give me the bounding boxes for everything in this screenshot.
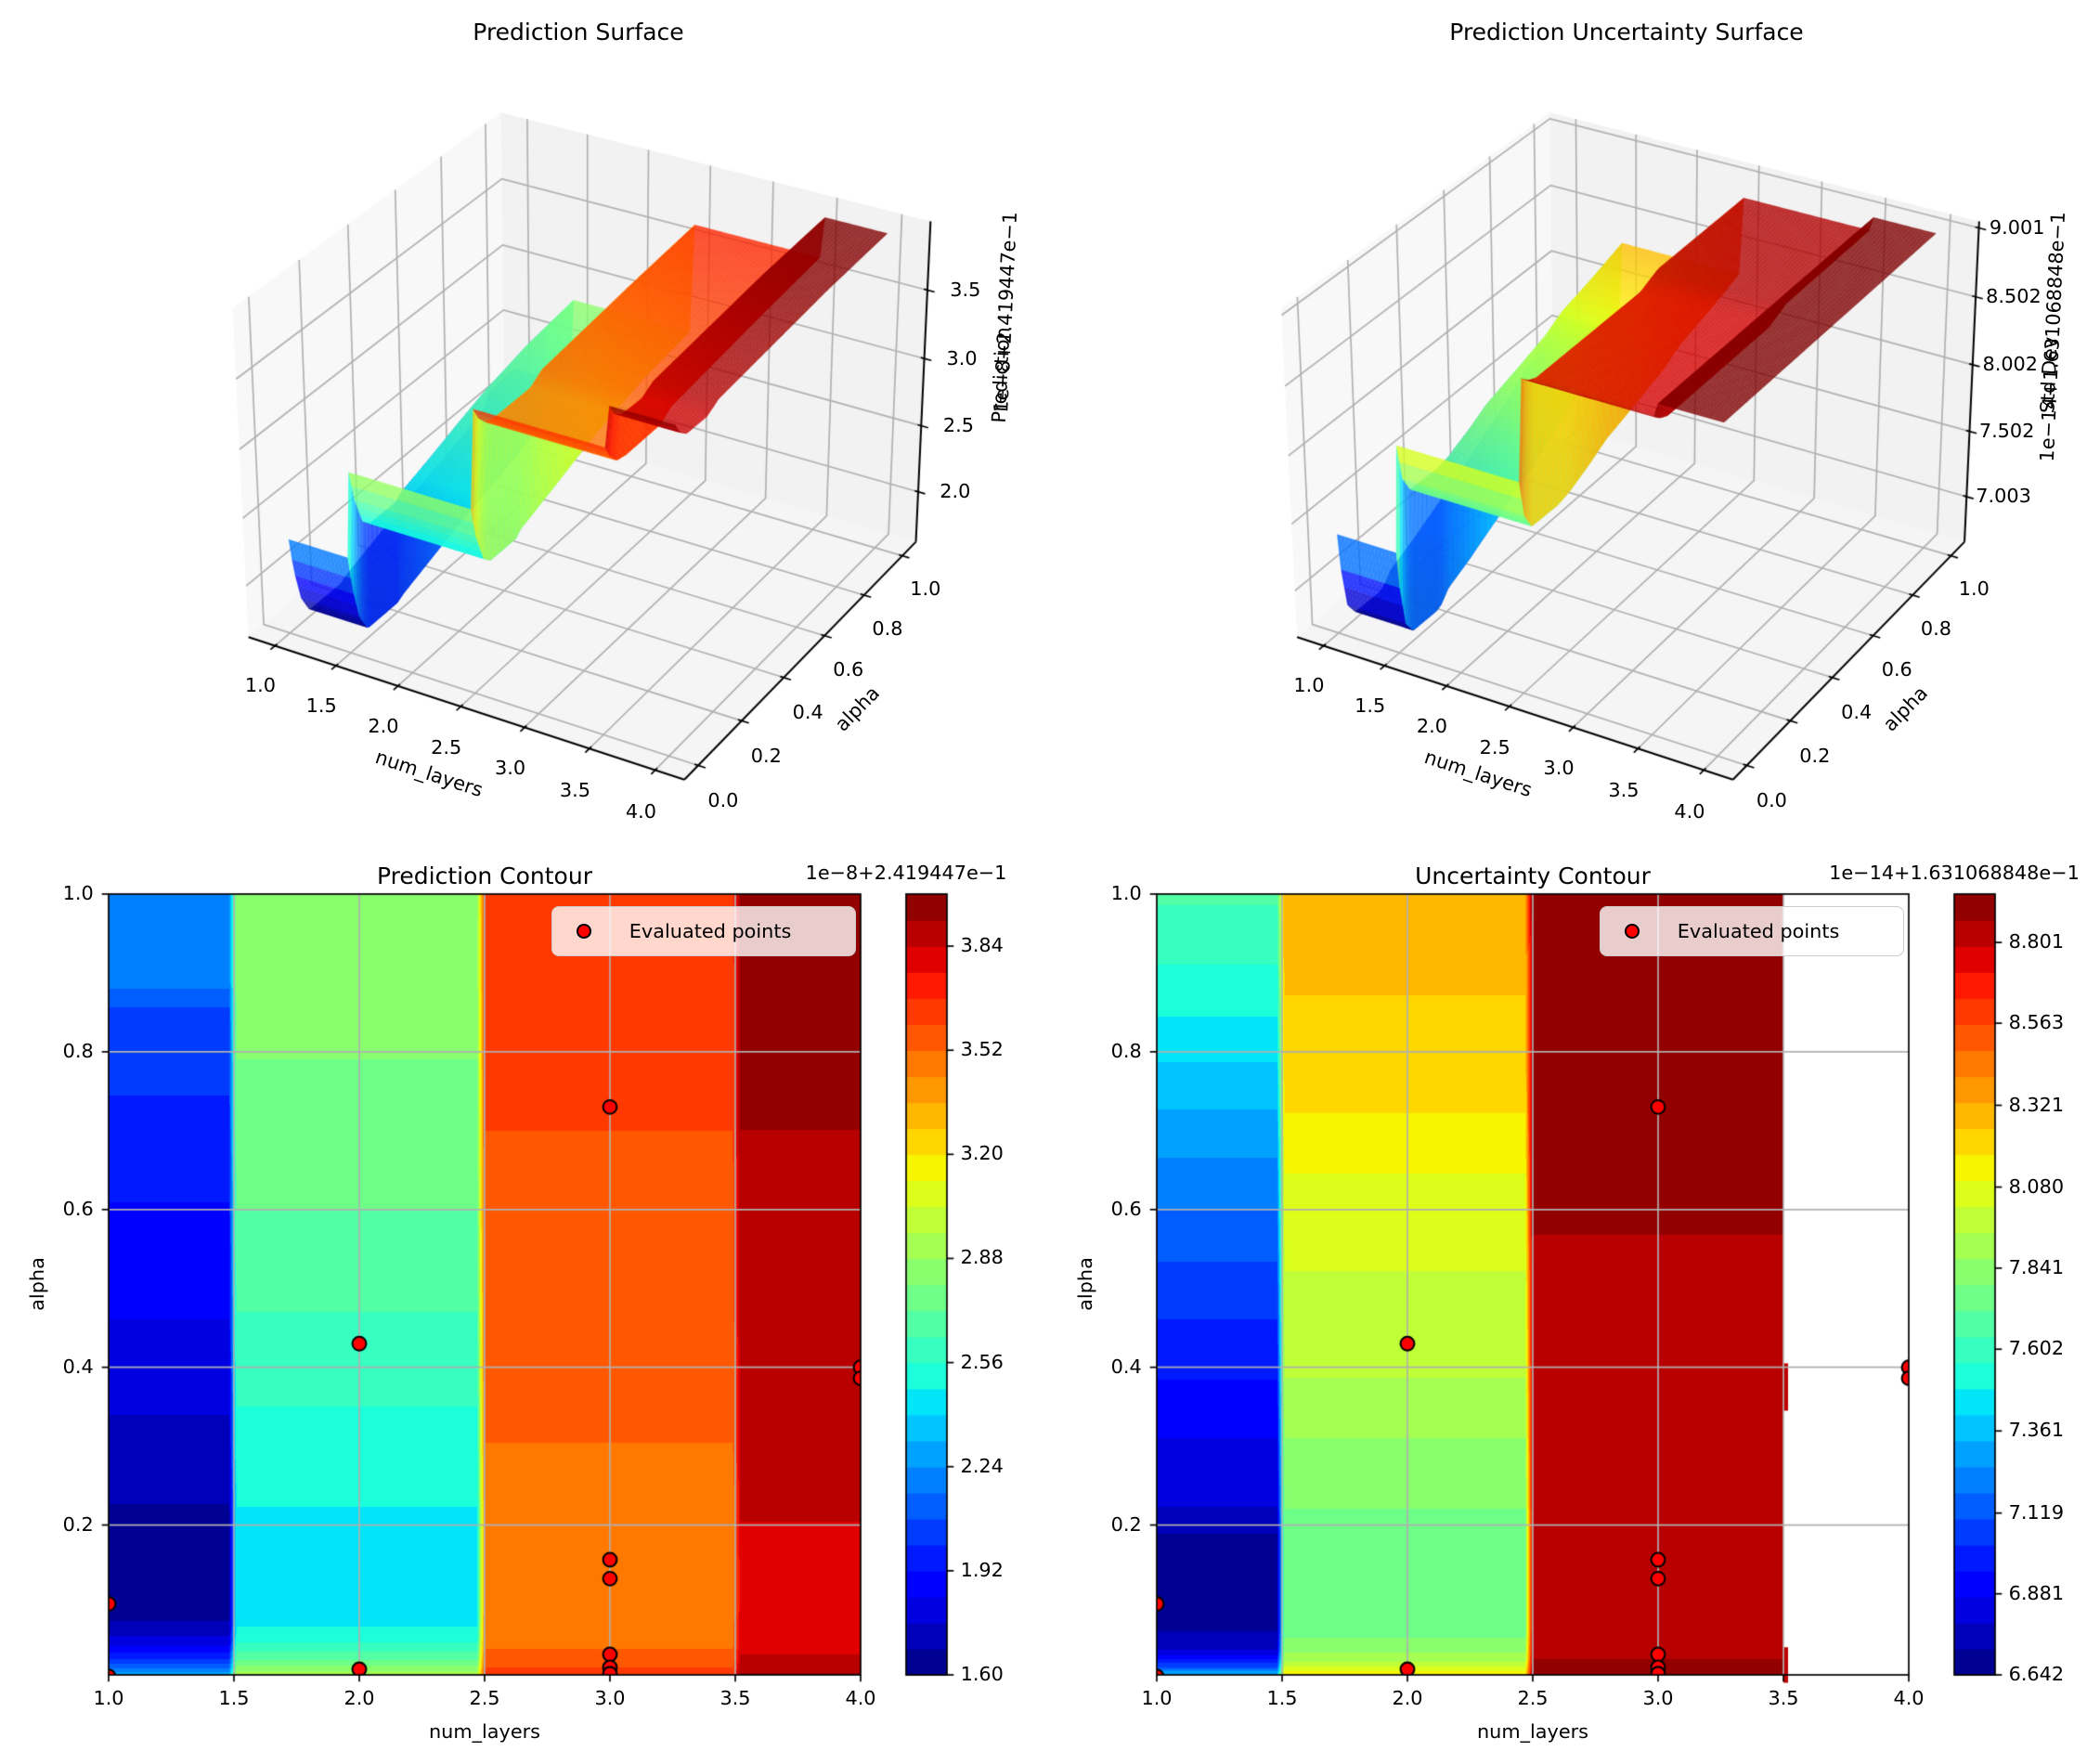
- x-tick-label-3d: 2.5: [431, 735, 462, 759]
- y-tick-label-3d: 0.2: [750, 744, 782, 767]
- z-axis-label-left: Prediction: [987, 326, 1015, 423]
- x-tick-label-3d: 4.0: [1674, 800, 1705, 824]
- x-tick-label-3d: 2.0: [368, 715, 399, 738]
- x-tick-label: 1.0: [93, 1686, 124, 1709]
- y-tick-label-3d: 0.0: [707, 789, 739, 812]
- title-uncertainty-contour: Uncertainty Contour: [1415, 862, 1651, 889]
- x-tick-label-3d: 2.0: [1416, 715, 1447, 738]
- y-axis-label-contour-right: alpha: [1074, 1257, 1097, 1311]
- z-tick-label-3d: 8.502: [1986, 285, 2042, 308]
- y-tick-label: 0.6: [62, 1197, 94, 1220]
- y-tick-label-3d: 1.0: [910, 577, 941, 601]
- y-tick-label: 0.2: [62, 1512, 94, 1536]
- colorbar-tick-label: 8.080: [2008, 1174, 2065, 1198]
- z-axis-label-right: Std Dev: [2036, 335, 2063, 414]
- y-tick-label: 0.4: [1110, 1355, 1142, 1378]
- y-tick-label-3d: 0.8: [872, 617, 903, 641]
- z-tick-label-3d: 9.001: [1989, 216, 2045, 239]
- colorbar-tick-label: 3.20: [960, 1142, 1004, 1165]
- z-tick-label-3d: 7.502: [1978, 419, 2035, 442]
- colorbar-tick-label: 2.88: [960, 1246, 1004, 1269]
- x-tick-label-3d: 3.5: [1608, 778, 1640, 801]
- colorbar-offset-text-right: 1e−14+1.631068848e−1: [1829, 862, 2080, 885]
- colorbar-tick-label: 8.321: [2008, 1093, 2065, 1116]
- x-tick-label: 1.0: [1141, 1686, 1173, 1709]
- x-tick-label-3d: 3.0: [494, 757, 526, 780]
- y-tick-label-3d: 0.8: [1920, 617, 1951, 641]
- colorbar-tick-label: 1.92: [960, 1558, 1004, 1581]
- x-axis-label-contour-left: num_layers: [428, 1720, 541, 1744]
- x-tick-label: 4.0: [1893, 1686, 1925, 1709]
- colorbar-tick-label: 3.52: [960, 1038, 1004, 1061]
- y-tick-label: 0.8: [62, 1039, 94, 1062]
- y-tick-label-3d: 0.2: [1799, 744, 1831, 767]
- colorbar-tick-label: 2.56: [960, 1350, 1004, 1373]
- title-prediction-contour: Prediction Contour: [377, 862, 592, 889]
- colorbar-offset-text-left: 1e−8+2.419447e−1: [805, 862, 1007, 885]
- colorbar-tick-label: 7.602: [2008, 1337, 2065, 1360]
- x-tick-label-3d: 4.0: [625, 800, 656, 824]
- colorbar-tick-label: 2.24: [960, 1454, 1004, 1477]
- title-prediction-uncertainty-surface: Prediction Uncertainty Surface: [1449, 18, 1804, 45]
- x-tick-label: 2.0: [1392, 1686, 1423, 1709]
- y-tick-label-3d: 1.0: [1958, 577, 1990, 601]
- colorbar-tick-label: 6.642: [2008, 1663, 2065, 1686]
- x-tick-label-3d: 1.0: [244, 674, 276, 697]
- x-tick-label: 4.0: [845, 1686, 876, 1709]
- legend-prediction-contour: Evaluated points: [551, 906, 856, 956]
- y-tick-label-3d: 0.0: [1756, 789, 1787, 812]
- x-tick-label: 3.5: [719, 1686, 751, 1709]
- y-tick-label: 1.0: [62, 882, 94, 905]
- x-tick-label: 2.5: [1517, 1686, 1549, 1709]
- colorbar-tick-label: 7.119: [2008, 1500, 2065, 1524]
- z-tick-label-3d: 2.5: [942, 413, 974, 436]
- colorbar-tick-label: 1.60: [960, 1663, 1004, 1686]
- legend-marker-icon: [577, 924, 591, 939]
- x-tick-label-3d: 2.5: [1479, 735, 1510, 759]
- colorbar-tick-label: 8.563: [2008, 1011, 2065, 1034]
- y-tick-label: 0.2: [1110, 1512, 1142, 1536]
- x-tick-label: 2.5: [469, 1686, 500, 1709]
- x-tick-label-3d: 1.5: [305, 694, 337, 718]
- y-tick-label: 0.4: [62, 1355, 94, 1378]
- x-tick-label: 2.0: [344, 1686, 375, 1709]
- x-tick-label: 3.5: [1768, 1686, 1799, 1709]
- x-tick-label: 1.5: [1266, 1686, 1298, 1709]
- y-tick-label: 0.8: [1110, 1039, 1142, 1062]
- z-tick-label-3d: 3.0: [946, 346, 978, 370]
- legend-marker-icon: [1625, 924, 1640, 939]
- legend-uncertainty-contour: Evaluated points: [1600, 906, 1904, 956]
- y-tick-label-3d: 0.4: [1841, 700, 1873, 723]
- legend-label: Evaluated points: [1677, 920, 1840, 942]
- x-tick-label: 1.5: [218, 1686, 250, 1709]
- y-tick-label: 0.6: [1110, 1197, 1142, 1220]
- y-axis-label-contour-left: alpha: [26, 1257, 49, 1311]
- y-tick-label: 1.0: [1110, 882, 1142, 905]
- z-tick-label-3d: 7.003: [1976, 485, 2031, 508]
- colorbar-tick-label: 3.84: [960, 934, 1004, 957]
- y-tick-label-3d: 0.6: [1881, 658, 1912, 681]
- colorbar-tick-label: 6.881: [2008, 1581, 2065, 1604]
- legend-label: Evaluated points: [629, 920, 792, 942]
- y-tick-label-3d: 0.6: [833, 658, 864, 681]
- title-prediction-surface: Prediction Surface: [473, 18, 684, 45]
- x-tick-label-3d: 1.0: [1293, 674, 1325, 697]
- x-tick-label: 3.0: [1642, 1686, 1674, 1709]
- z-tick-label-3d: 2.0: [940, 479, 971, 502]
- x-tick-label: 3.0: [594, 1686, 626, 1709]
- x-tick-label-3d: 3.5: [559, 778, 590, 801]
- z-tick-label-3d: 8.002: [1982, 353, 2039, 376]
- y-tick-label-3d: 0.4: [792, 700, 823, 723]
- colorbar-tick-label: 7.841: [2008, 1255, 2065, 1278]
- x-tick-label-3d: 1.5: [1355, 694, 1386, 718]
- x-axis-label-contour-right: num_layers: [1476, 1720, 1589, 1744]
- colorbar-tick-label: 8.801: [2008, 930, 2065, 953]
- colorbar-tick-label: 7.361: [2008, 1419, 2065, 1442]
- x-tick-label-3d: 3.0: [1543, 757, 1575, 780]
- z-tick-label-3d: 3.5: [950, 278, 981, 301]
